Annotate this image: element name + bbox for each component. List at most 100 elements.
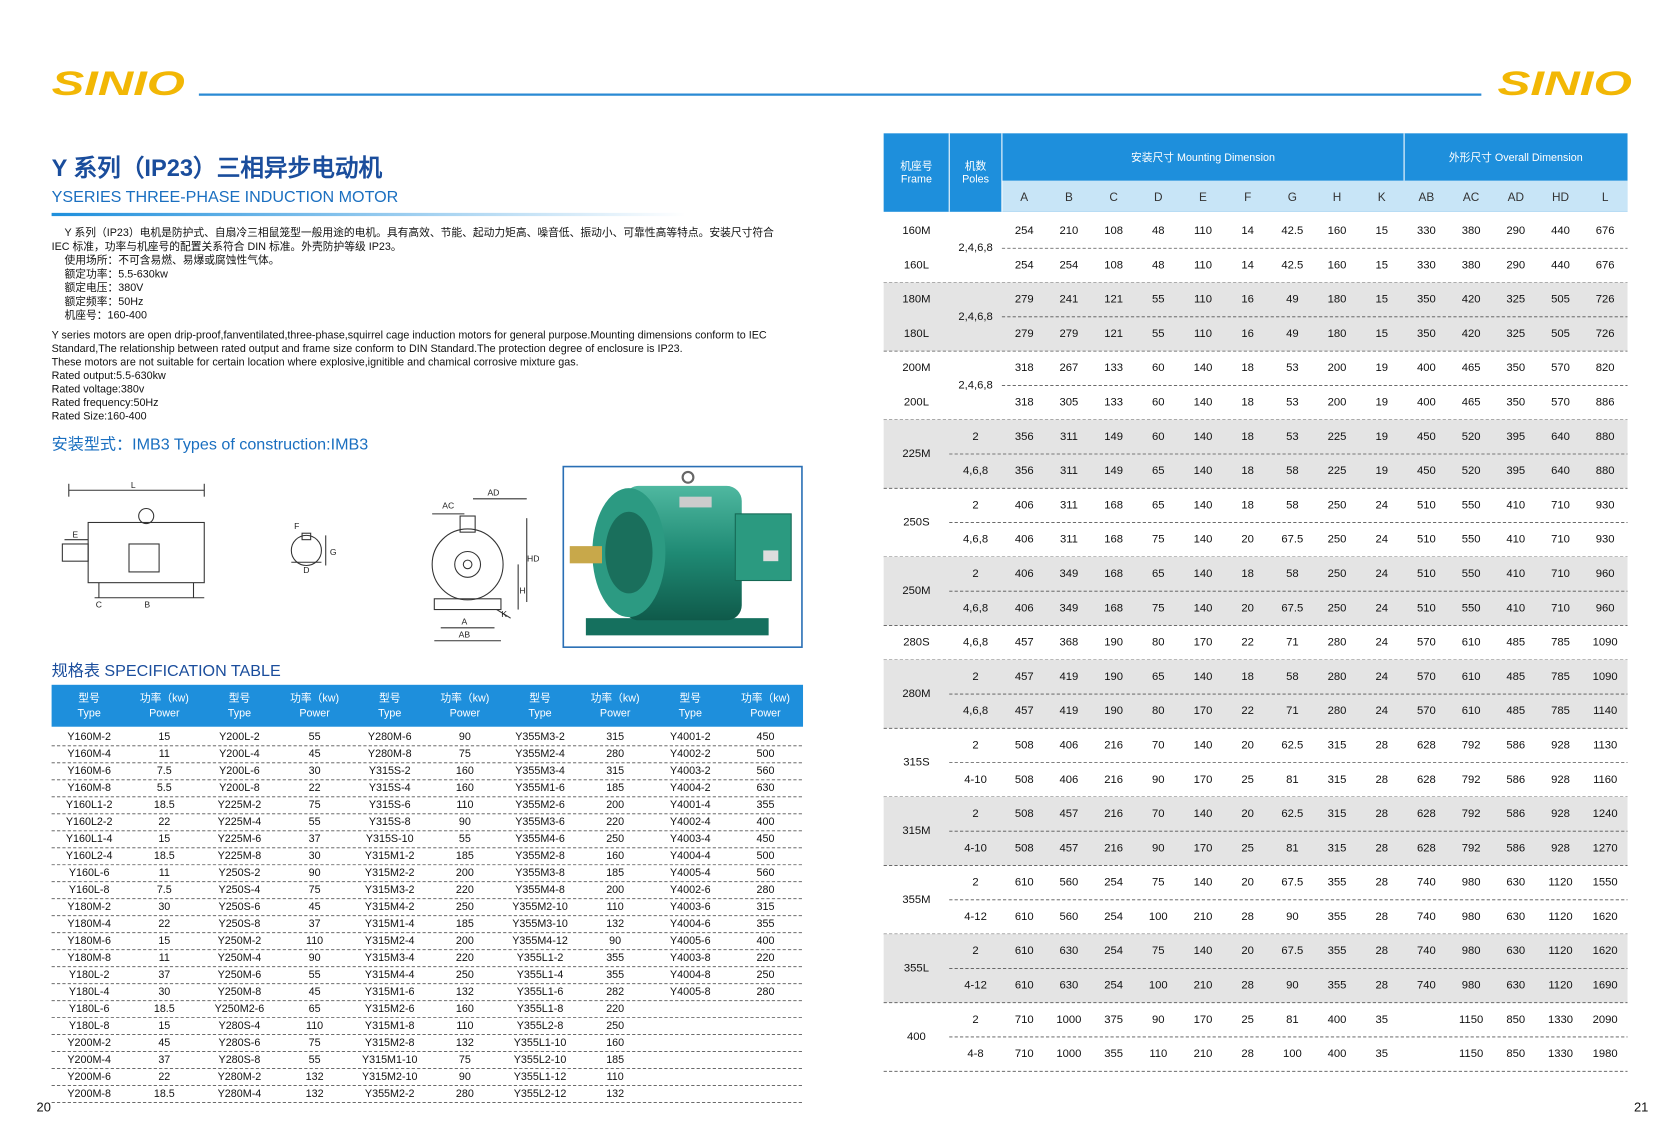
table-cell: 220	[456, 952, 474, 964]
dimension-cell: 550	[1462, 499, 1481, 511]
dimension-cell: 140	[1194, 945, 1213, 957]
dimension-cell: 121	[1104, 328, 1123, 340]
dimension-cell: 210	[1194, 911, 1213, 923]
dimension-cell: 406	[1015, 499, 1034, 511]
page-number: 20	[37, 1100, 51, 1115]
table-cell: 220	[606, 1003, 624, 1015]
table-cell: Y355L1-6	[517, 986, 564, 998]
dimension-cell: 24	[1375, 534, 1388, 546]
dimension-cell: 35	[1375, 1048, 1388, 1060]
table-cell: 65	[309, 1003, 321, 1015]
dimension-cell: 980	[1462, 980, 1481, 992]
dimension-cell: 980	[1462, 945, 1481, 957]
table-cell: 200	[606, 884, 624, 896]
dimension-cell: 570	[1551, 397, 1570, 409]
dimension-cell: 349	[1060, 602, 1079, 614]
dimension-cell: 15	[1375, 225, 1388, 237]
table-cell: Y180M-8	[67, 952, 111, 964]
dimension-cell: 570	[1551, 362, 1570, 374]
dimension-cell: 110	[1194, 328, 1212, 340]
dimension-cell: 630	[1506, 945, 1525, 957]
frame-cell: 315M	[902, 825, 930, 837]
dimension-cell: 485	[1506, 705, 1525, 717]
table-cell: Y4004-6	[670, 918, 711, 930]
column-header: 功率（kw)	[290, 692, 339, 705]
dimension-cell: 395	[1506, 431, 1525, 443]
poles-cell: 2	[972, 1014, 978, 1026]
dimension-cell: 610	[1462, 705, 1481, 717]
dimension-cell: 410	[1506, 499, 1525, 511]
table-cell: Y280S-4	[219, 1020, 261, 1032]
dimension-cell: 1690	[1593, 980, 1618, 992]
column-header: Power	[600, 708, 631, 720]
dimension-cell: 740	[1417, 877, 1436, 889]
column-header: Type	[679, 708, 702, 720]
frame-cell: 200M	[902, 362, 930, 374]
table-cell: Y225M-8	[218, 850, 262, 862]
table-cell: 450	[756, 833, 774, 845]
dimension-cell: 80	[1152, 705, 1165, 717]
dimension-cell: 630	[1506, 877, 1525, 889]
dimension-cell: 630	[1506, 911, 1525, 923]
table-cell: 5.5	[157, 782, 172, 794]
dimension-cell: 65	[1152, 671, 1165, 683]
side-view-drawing	[61, 483, 205, 599]
table-cell: 280	[756, 884, 774, 896]
table-cell: Y4001-2	[670, 731, 711, 743]
poles-cell: 4,6,8	[963, 465, 988, 477]
description-en: These motors are not suitable for certai…	[52, 356, 579, 368]
dimension-cell: 311	[1060, 534, 1078, 546]
table-cell: 282	[606, 986, 624, 998]
dimension-cell: 28	[1241, 1048, 1254, 1060]
dimension-cell: 20	[1241, 739, 1254, 751]
dimension-cell: 792	[1462, 774, 1481, 786]
dimension-cell: 14	[1241, 259, 1254, 271]
dimension-cell: 225	[1328, 465, 1347, 477]
dimension-cell: 457	[1015, 671, 1034, 683]
poles-cell: 2	[972, 568, 978, 580]
dimension-cell: 19	[1375, 431, 1388, 443]
dimension-cell: 140	[1194, 568, 1213, 580]
dimension-cell: 586	[1506, 739, 1525, 751]
column-header: 型号	[529, 692, 551, 705]
dimension-label: L	[131, 480, 136, 490]
dimension-cell: 19	[1375, 397, 1388, 409]
dimension-cell: 1620	[1593, 911, 1618, 923]
dimension-cell: 930	[1596, 534, 1615, 546]
column-header: Power	[299, 708, 330, 720]
column-letter: B	[1065, 190, 1073, 204]
page-title: Y 系列（IP23）三相异步电动机	[52, 155, 383, 182]
table-cell: 250	[606, 833, 624, 845]
dimension-cell: 18	[1241, 671, 1254, 683]
dimension-cell: 350	[1506, 397, 1525, 409]
table-cell: Y280M-4	[218, 1088, 262, 1100]
table-cell: Y250M2-6	[215, 1003, 265, 1015]
dimension-cell: 16	[1241, 328, 1254, 340]
dimension-cell: 140	[1194, 397, 1213, 409]
table-cell: Y315M3-4	[365, 952, 415, 964]
dimension-cell: 928	[1551, 808, 1570, 820]
dimension-cell: 400	[1328, 1014, 1347, 1026]
dimension-cell: 628	[1417, 808, 1436, 820]
table-cell: 90	[609, 935, 621, 947]
poles-cell: 2	[972, 945, 978, 957]
table-cell: 160	[606, 850, 624, 862]
dimension-cell: 586	[1506, 808, 1525, 820]
dimension-cell: 170	[1194, 1014, 1213, 1026]
table-cell: 37	[309, 833, 321, 845]
dimension-cell: 190	[1104, 637, 1123, 649]
table-cell: Y200L-6	[219, 765, 260, 777]
table-cell: Y355M4-12	[512, 935, 568, 947]
table-cell: 75	[459, 748, 471, 760]
motor-photo	[562, 465, 803, 648]
dimension-cell: 24	[1375, 705, 1388, 717]
table-cell: 160	[456, 782, 474, 794]
dimension-cell: 315	[1328, 842, 1347, 854]
dimension-cell: 60	[1152, 397, 1165, 409]
dimension-cell: 726	[1596, 294, 1615, 306]
dimension-cell: 254	[1015, 225, 1034, 237]
table-cell: Y180M-6	[67, 935, 111, 947]
table-cell: 355	[756, 799, 774, 811]
column-header: 功率（kw)	[140, 692, 189, 705]
dimension-cell: 25	[1241, 1014, 1254, 1026]
